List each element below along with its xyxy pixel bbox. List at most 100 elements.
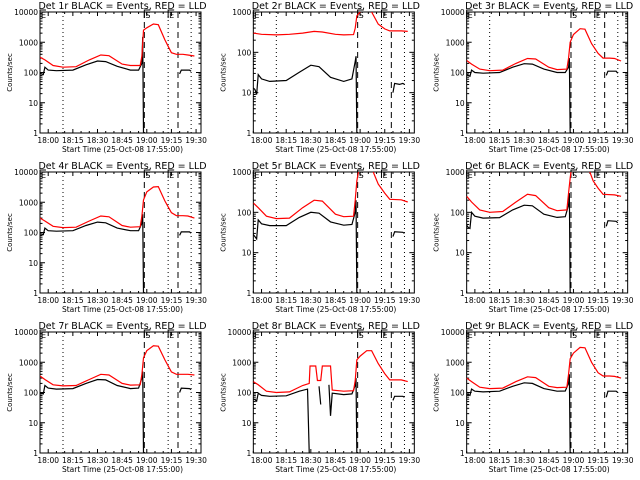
- y-tick-label: 10000: [14, 328, 38, 337]
- panel-title: Det 2r BLACK = Events, RED = LLD: [252, 1, 420, 12]
- series-events-line: [392, 82, 405, 93]
- panel-title: Det 1r BLACK = Events, RED = LLD: [38, 1, 206, 12]
- interval-marker-label: E: [254, 331, 259, 340]
- interval-marker-label: S: [359, 11, 364, 20]
- series-events-line: [605, 220, 619, 227]
- x-tick-label: 19:15: [161, 296, 183, 305]
- series-events-line: [40, 36, 145, 133]
- series-lld-line: [253, 172, 360, 220]
- y-axis-label: Counts/sec: [6, 213, 14, 252]
- interval-bracket: [466, 329, 473, 338]
- y-tick-label: 10000: [227, 328, 251, 337]
- interval-marker-label: E: [169, 171, 174, 180]
- x-tick-label: 18:45: [538, 296, 560, 305]
- interval-bracket: [594, 9, 601, 18]
- y-tick-label: 1000: [446, 168, 465, 177]
- x-tick-label: 19:15: [161, 136, 183, 145]
- x-tick-label: 19:15: [587, 456, 609, 465]
- interval-marker-label: S: [572, 11, 577, 20]
- y-tick-label: 1: [460, 129, 465, 138]
- x-tick-label: 18:00: [37, 456, 59, 465]
- y-tick-label: 10: [28, 419, 38, 428]
- x-tick-label: 19:30: [612, 136, 634, 145]
- interval-marker-label: S: [145, 171, 150, 180]
- x-tick-label: 18:30: [513, 136, 535, 145]
- x-tick-label: 18:30: [300, 296, 322, 305]
- x-tick-label: 18:15: [489, 296, 511, 305]
- interval-marker-label: S: [145, 331, 150, 340]
- interval-marker-label: S: [572, 331, 577, 340]
- series-events-line: [179, 387, 192, 393]
- x-tick-label: 19:15: [587, 296, 609, 305]
- series-events-line: [253, 388, 310, 453]
- series-events-line: [179, 69, 192, 75]
- panel-det-8: Det 8r BLACK = Events, RED = LLD 1 10 100 10…: [219, 321, 420, 474]
- panel-title: Det 8r BLACK = Events, RED = LLD: [252, 321, 420, 332]
- interval-bracket: [252, 329, 260, 338]
- interval-marker-label: E: [382, 11, 387, 20]
- x-tick-label: 18:15: [62, 456, 84, 465]
- x-tick-label: 18:15: [275, 296, 297, 305]
- x-tick-label: 18:15: [275, 136, 297, 145]
- series-lld-line: [253, 12, 361, 36]
- x-tick-label: 18:45: [325, 296, 347, 305]
- series-events-line: [318, 386, 322, 405]
- interval-marker-label: E: [169, 11, 174, 20]
- y-axis-label: Counts/sec: [433, 213, 441, 252]
- x-tick-label: 18:30: [513, 456, 535, 465]
- y-axis-label: Counts/sec: [6, 373, 14, 412]
- interval-bracket: [252, 9, 260, 18]
- x-tick-label: 18:00: [251, 136, 273, 145]
- x-tick-label: 18:15: [62, 296, 84, 305]
- x-axis-label: Start Time (25-Oct-08 17:55:00): [275, 305, 396, 314]
- y-tick-label: 100: [237, 208, 252, 217]
- y-tick-label: 100: [24, 229, 39, 238]
- series-lld-line: [466, 346, 622, 390]
- y-tick-label: 10000: [14, 8, 38, 17]
- interval-bracket: [380, 9, 388, 18]
- y-axis-label: Counts/sec: [6, 53, 14, 92]
- x-tick-label: 18:00: [464, 296, 486, 305]
- y-tick-label: 1000: [446, 38, 465, 47]
- x-tick-label: 18:00: [37, 136, 59, 145]
- y-tick-label: 100: [24, 389, 39, 398]
- panel-title: Det 9r BLACK = Events, RED = LLD: [465, 321, 633, 332]
- x-tick-label: 18:30: [513, 296, 535, 305]
- x-axis-label: Start Time (25-Oct-08 17:55:00): [489, 305, 610, 314]
- interval-bracket: [466, 169, 473, 178]
- x-tick-label: 18:45: [538, 456, 560, 465]
- panel-title: Det 4r BLACK = Events, RED = LLD: [38, 161, 206, 172]
- interval-bracket: [167, 9, 175, 18]
- interval-marker-label: E: [382, 171, 387, 180]
- interval-bracket: [39, 9, 46, 18]
- series-lld-line: [40, 345, 195, 387]
- y-axis-label: Counts/sec: [433, 53, 441, 92]
- interval-bracket: [143, 329, 151, 338]
- interval-marker-label: E: [254, 171, 259, 180]
- x-tick-label: 19:30: [399, 456, 421, 465]
- series-events-line: [253, 56, 358, 133]
- plot-frame: [39, 171, 202, 294]
- panel-title: Det 5r BLACK = Events, RED = LLD: [252, 161, 420, 172]
- y-tick-label: 1000: [19, 358, 38, 367]
- series-events-line: [179, 231, 192, 236]
- interval-bracket: [570, 329, 577, 338]
- y-axis-label: Counts/sec: [219, 373, 227, 412]
- x-tick-label: 19:00: [136, 296, 158, 305]
- y-tick-label: 1: [33, 449, 38, 458]
- x-tick-label: 19:15: [374, 456, 396, 465]
- y-tick-label: 10: [455, 249, 465, 258]
- x-tick-label: 19:15: [374, 136, 396, 145]
- x-tick-label: 19:00: [349, 296, 371, 305]
- series-events-line: [466, 193, 571, 293]
- x-tick-label: 19:30: [185, 136, 207, 145]
- series-events-line: [253, 200, 358, 293]
- x-tick-label: 19:00: [349, 456, 371, 465]
- y-tick-label: 1: [460, 289, 465, 298]
- x-axis-label: Start Time (25-Oct-08 17:55:00): [62, 465, 183, 474]
- y-tick-label: 100: [450, 208, 465, 217]
- interval-bracket: [380, 169, 388, 178]
- y-tick-label: 100: [237, 48, 252, 57]
- x-tick-label: 18:45: [325, 456, 347, 465]
- panel-det-5: Det 5r BLACK = Events, RED = LLD 1 10 100 10…: [219, 161, 420, 314]
